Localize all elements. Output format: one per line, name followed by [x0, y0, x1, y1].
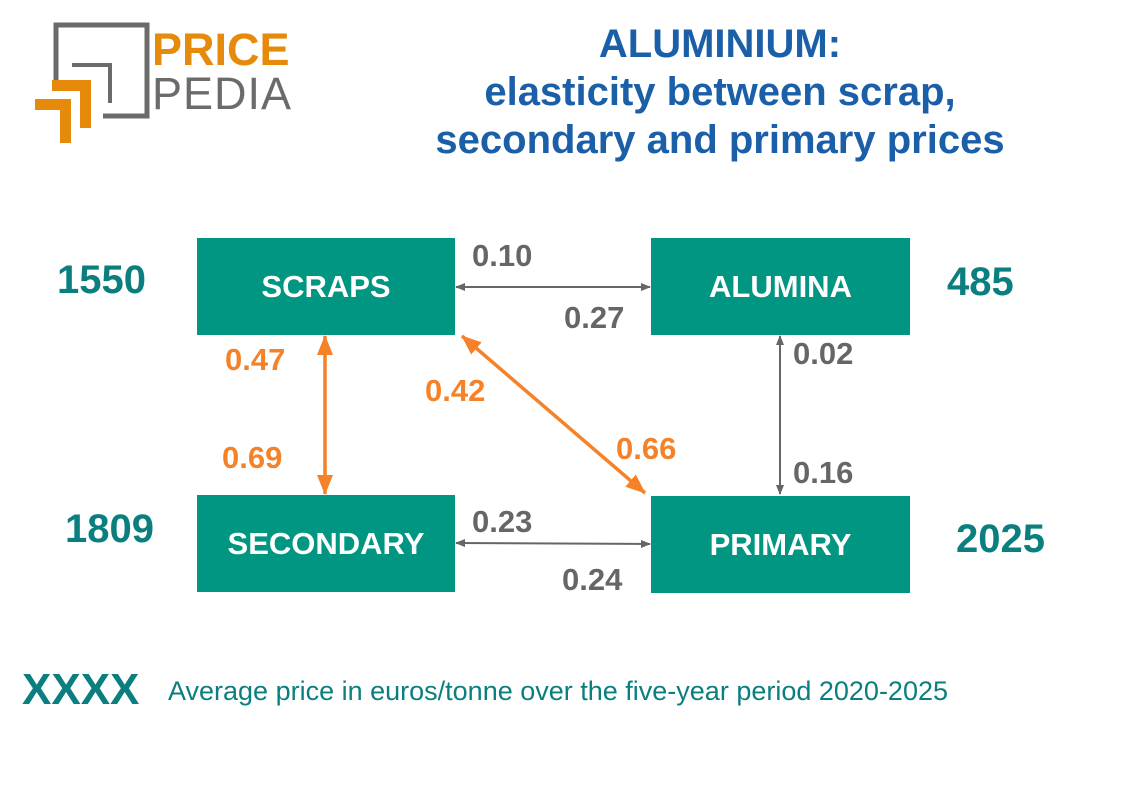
node-scraps: SCRAPS — [197, 238, 455, 335]
price-scraps: 1550 — [57, 258, 146, 302]
legend-text: Average price in euros/tonne over the fi… — [168, 676, 948, 706]
label-scraps-primary-top: 0.42 — [425, 373, 486, 408]
page-title: ALUMINIUM: elasticity between scrap, sec… — [360, 20, 1080, 164]
price-primary: 2025 — [956, 517, 1045, 561]
node-scraps-label: SCRAPS — [261, 268, 391, 304]
label-scraps-primary-bottom: 0.66 — [616, 431, 677, 466]
price-secondary: 1809 — [65, 507, 154, 551]
title-line-1: ALUMINIUM: — [598, 22, 842, 66]
logo-mark-icon — [35, 22, 150, 143]
label-secondary-primary-bottom: 0.24 — [562, 562, 623, 597]
logo-text-price: PRICE — [152, 24, 290, 75]
arrow-scraps-primary — [460, 334, 647, 495]
label-scraps-secondary-top: 0.47 — [225, 342, 286, 377]
node-primary: PRIMARY — [651, 496, 910, 593]
label-alumina-primary-bottom: 0.16 — [793, 455, 854, 490]
label-scraps-alumina-bottom: 0.27 — [564, 300, 625, 335]
node-alumina: ALUMINA — [651, 238, 910, 335]
node-alumina-label: ALUMINA — [709, 268, 852, 304]
title-line-2: elasticity between scrap, — [484, 70, 956, 114]
legend-symbol: XXXX — [22, 665, 140, 714]
label-alumina-primary-top: 0.02 — [793, 336, 854, 371]
label-secondary-primary-top: 0.23 — [472, 504, 533, 539]
title-line-3: secondary and primary prices — [435, 118, 1005, 162]
node-primary-label: PRIMARY — [709, 526, 852, 562]
node-secondary: SECONDARY — [197, 495, 455, 592]
logo-text-pedia: PEDIA — [152, 68, 293, 119]
pricepedia-logo: PRICE PEDIA — [0, 0, 310, 160]
node-secondary-label: SECONDARY — [227, 525, 425, 561]
price-alumina: 485 — [947, 260, 1014, 304]
arrow-secondary-primary — [455, 539, 651, 548]
label-scraps-secondary-bottom: 0.69 — [222, 440, 283, 475]
label-scraps-alumina-top: 0.10 — [472, 238, 533, 273]
